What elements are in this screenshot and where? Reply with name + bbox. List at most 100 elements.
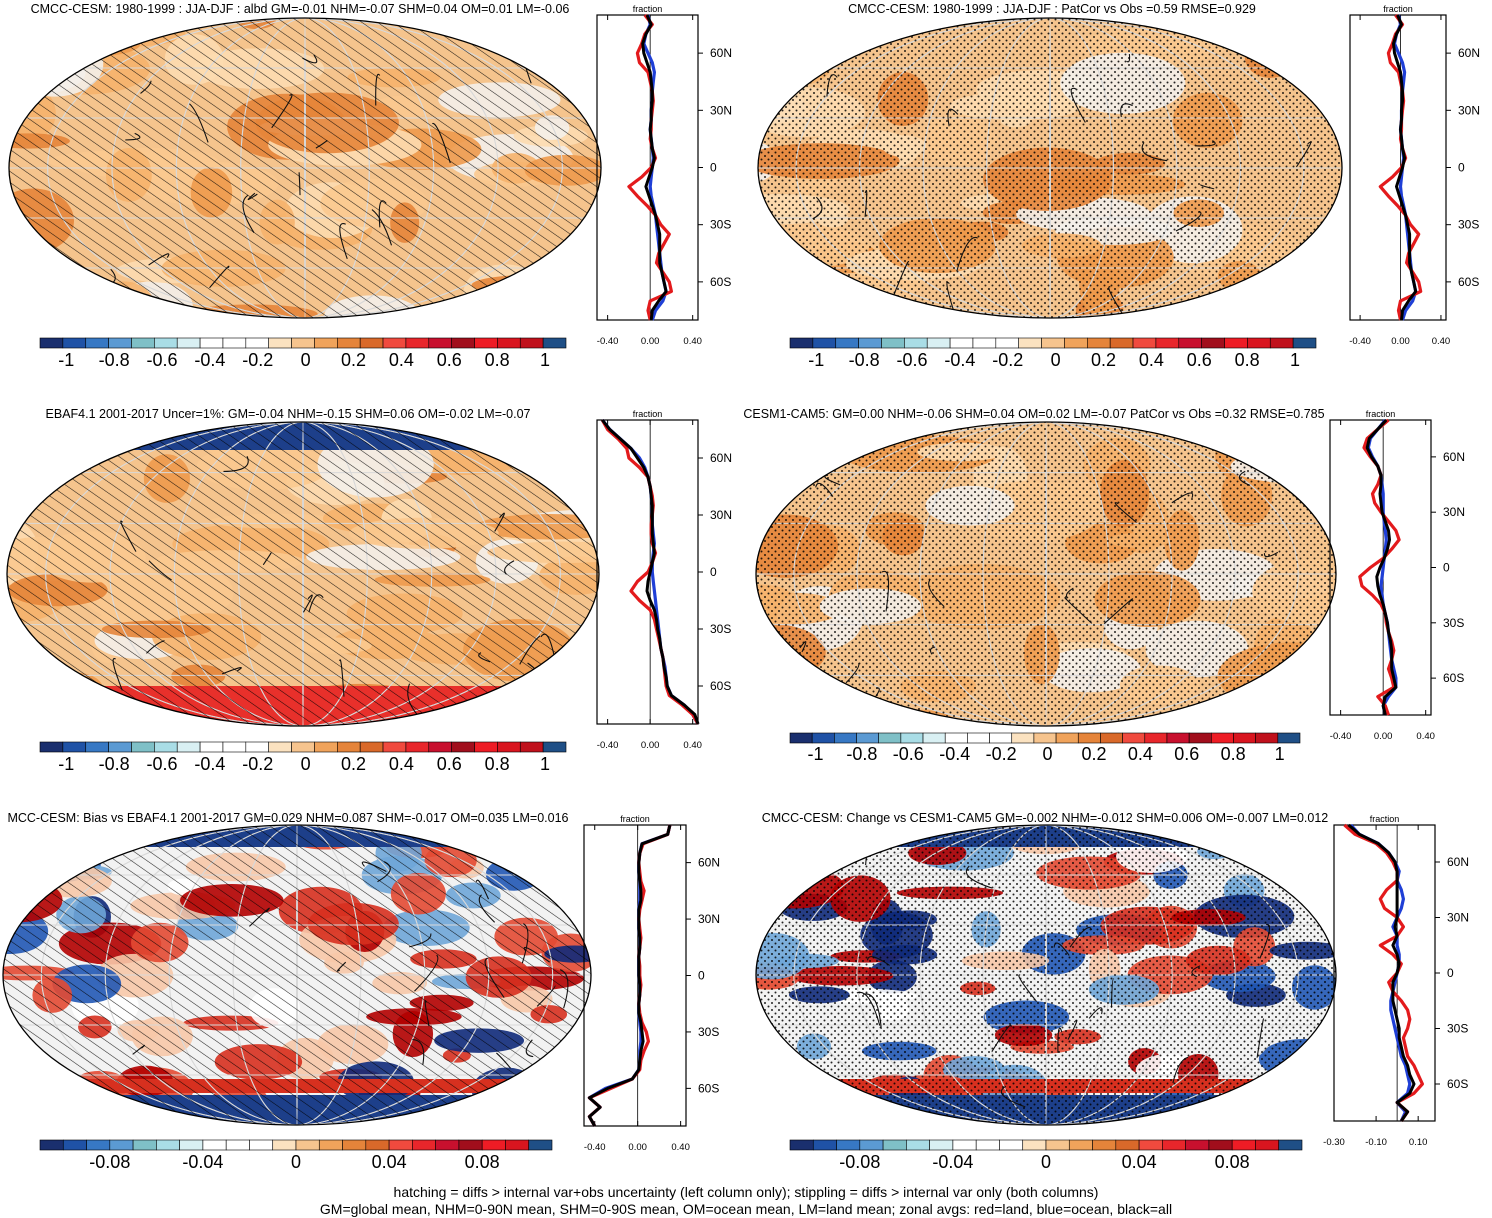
- zonal-x-tick-label: -0.10: [1365, 1137, 1387, 1148]
- colorbar-label: 0: [1051, 350, 1061, 370]
- colorbar-label: -1: [58, 350, 74, 370]
- colorbar-label: -0.4: [194, 754, 225, 774]
- colorbar-cell: [108, 741, 132, 753]
- colorbar-cell: [1022, 1139, 1047, 1151]
- map: [7, 422, 599, 726]
- colorbar-label: -1: [808, 350, 824, 370]
- colorbar-cell: [878, 732, 902, 744]
- zonal-plot: fraction -0.40 0.00 0.40 60N 30N 0 30S 60S: [596, 409, 732, 751]
- colorbar-label: -0.4: [944, 350, 975, 370]
- colorbar-cell: [926, 337, 951, 349]
- stippling-overlay: [758, 18, 1342, 318]
- colorbar-cell: [108, 337, 132, 349]
- colorbar-cell: [1033, 732, 1057, 744]
- zonal-lat-tick-label: 60S: [710, 679, 731, 693]
- colorbar-label: 0.2: [1081, 744, 1106, 764]
- colorbar-cell: [1185, 1139, 1210, 1151]
- colorbar-cell: [85, 741, 109, 753]
- zonal-lat-tick-label: 60N: [698, 856, 720, 870]
- colorbar-label: 1: [1290, 350, 1300, 370]
- panel-2: CMCC-CESM: 1980-1999 : JJA-DJF : PatCor …: [757, 2, 1480, 370]
- colorbar-label: -0.6: [147, 350, 178, 370]
- colorbar-cell: [975, 1139, 1000, 1151]
- colorbar-label: 0.8: [1235, 350, 1260, 370]
- colorbar-cell: [1178, 337, 1202, 349]
- map-region: [1276, 1078, 1336, 1094]
- colorbar-label: -0.8: [99, 350, 130, 370]
- colorbar-cell: [789, 1139, 814, 1151]
- colorbar-cell: [1255, 1139, 1280, 1151]
- colorbar-cell: [337, 741, 361, 753]
- colorbar-cell: [1092, 1139, 1117, 1151]
- colorbar-cell: [365, 1139, 390, 1151]
- zonal-lat-tick-label: 60S: [1447, 1077, 1468, 1091]
- colorbar-cell: [412, 1139, 436, 1151]
- map-region: [821, 684, 856, 715]
- zonal-lat-tick-label: 30S: [698, 1025, 719, 1039]
- panel-3: EBAF4.1 2001-2017 Uncer=1%: GM=-0.04 NHM…: [6, 407, 732, 774]
- zonal-xlabel: fraction: [1383, 4, 1413, 14]
- zonal-x-tick-label: 0.40: [683, 740, 702, 751]
- zonal-lat-tick-label: 60S: [1458, 275, 1479, 289]
- zonal-xlabel: fraction: [633, 409, 663, 419]
- zonal-lat-tick-label: 60N: [710, 451, 732, 465]
- zonal-lat-tick-label: 30N: [1447, 911, 1469, 925]
- zonal-plot: fraction -0.40 0.00 0.40 60N 30N 0 30S 60S: [596, 4, 732, 347]
- zonal-lat-tick-label: 30S: [710, 218, 731, 232]
- map-region: [7, 643, 28, 709]
- colorbar-label: -0.8: [849, 350, 880, 370]
- zonal-lat-tick-label: 60N: [710, 46, 732, 60]
- colorbar-cell: [245, 337, 269, 349]
- colorbar-label: 0.8: [485, 754, 510, 774]
- zonal-xlabel: fraction: [620, 814, 650, 824]
- coastline: [503, 691, 527, 713]
- colorbar-cell: [1109, 337, 1134, 349]
- colorbar-cell: [1292, 337, 1317, 349]
- zonal-series-all: [641, 14, 668, 321]
- colorbar-cell: [834, 732, 857, 744]
- zonal-lat-tick-label: 30N: [1458, 103, 1480, 117]
- colorbar-cell: [154, 741, 178, 753]
- colorbar-label: -0.6: [147, 754, 178, 774]
- map-outline: [6, 421, 600, 727]
- colorbar-cell: [268, 741, 292, 753]
- zonal-plot: fraction -0.40 0.00 0.40 60N 30N 0 30S 60S: [583, 814, 720, 1153]
- colorbar-label: 0.6: [1187, 350, 1212, 370]
- colorbar-cell: [131, 337, 155, 349]
- colorbar-label: 0: [1043, 744, 1053, 764]
- colorbar-label: -0.04: [932, 1152, 973, 1172]
- zonal-lat-tick-label: 30S: [1458, 218, 1479, 232]
- colorbar-label: -0.2: [986, 744, 1017, 764]
- colorbar-label: -0.2: [992, 350, 1023, 370]
- colorbar-label: 0.04: [1122, 1152, 1157, 1172]
- zonal-x-tick-label: -0.40: [1330, 731, 1352, 742]
- map-region: [1303, 850, 1336, 889]
- colorbar-label: 0.2: [1091, 350, 1116, 370]
- colorbar-cell: [199, 337, 224, 349]
- colorbar-cell: [268, 337, 292, 349]
- colorbar-cell: [131, 741, 155, 753]
- colorbar-label: -0.2: [242, 754, 273, 774]
- zonal-x-tick-label: 0.00: [641, 336, 660, 347]
- map-region: [1217, 686, 1336, 726]
- colorbar-cell: [176, 337, 201, 349]
- colorbar-cell: [497, 337, 521, 349]
- colorbar-cell: [904, 337, 928, 349]
- map-region: [1277, 859, 1327, 875]
- colorbar-label: -0.6: [897, 350, 928, 370]
- colorbar-cell: [929, 1139, 954, 1151]
- zonal-x-tick-label: 0.10: [1409, 1137, 1428, 1148]
- map-region: [71, 1099, 126, 1118]
- colorbar-cell: [1115, 1139, 1140, 1151]
- zonal-xlabel: fraction: [1366, 409, 1396, 419]
- colorbar-cell: [1122, 732, 1146, 744]
- colorbar-cell: [542, 337, 567, 349]
- colorbar-cell: [222, 337, 247, 349]
- colorbar-cell: [497, 741, 521, 753]
- colorbar-cell: [62, 741, 87, 753]
- colorbar-cell: [1278, 1139, 1303, 1151]
- colorbar-cell: [1045, 1139, 1070, 1151]
- colorbar-cell: [1138, 1139, 1163, 1151]
- colorbar-label: 1: [540, 754, 550, 774]
- map-outline: [755, 824, 1337, 1126]
